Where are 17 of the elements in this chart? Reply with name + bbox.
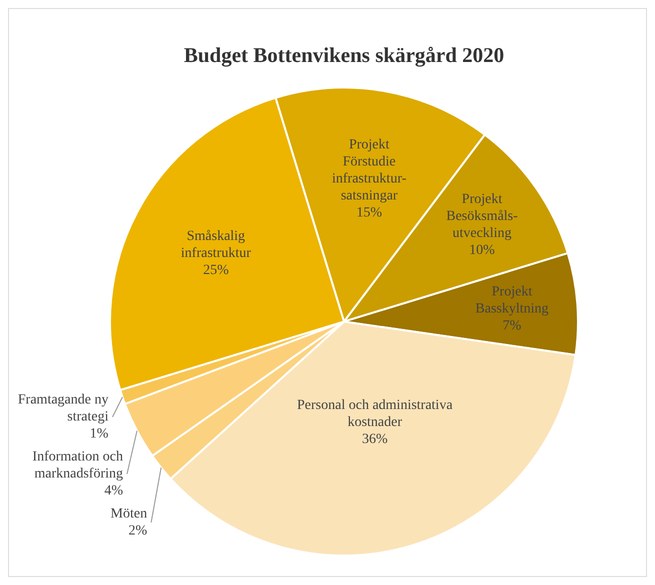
slice-label: Möten xyxy=(110,506,148,522)
slice-label: Projekt Förstudie infrastruktur-satsningar xyxy=(332,137,407,204)
slice-label: Projekt Basskyltning xyxy=(475,284,549,316)
slice-label: Småskalig infrastruktur xyxy=(180,229,252,262)
data-label: 2% xyxy=(128,524,148,539)
data-label: 7% xyxy=(502,318,522,334)
data-label: 36% xyxy=(362,432,388,447)
data-label: 15% xyxy=(356,205,382,220)
slice-label: Projekt Besöksmåls-utveckling xyxy=(446,192,518,242)
slice-label: Personal och administrativa kostnader xyxy=(297,398,454,430)
data-label: 25% xyxy=(203,263,230,278)
data-label: 1% xyxy=(90,426,109,442)
data-label: 10% xyxy=(469,243,496,258)
data-label: 4% xyxy=(104,484,124,499)
slice-label: Information och marknadsföring xyxy=(32,450,124,482)
chart-title: Budget Bottenvikens skärgård 2020 xyxy=(184,43,504,68)
slice-label: Framtagande ny strategi xyxy=(18,392,109,425)
